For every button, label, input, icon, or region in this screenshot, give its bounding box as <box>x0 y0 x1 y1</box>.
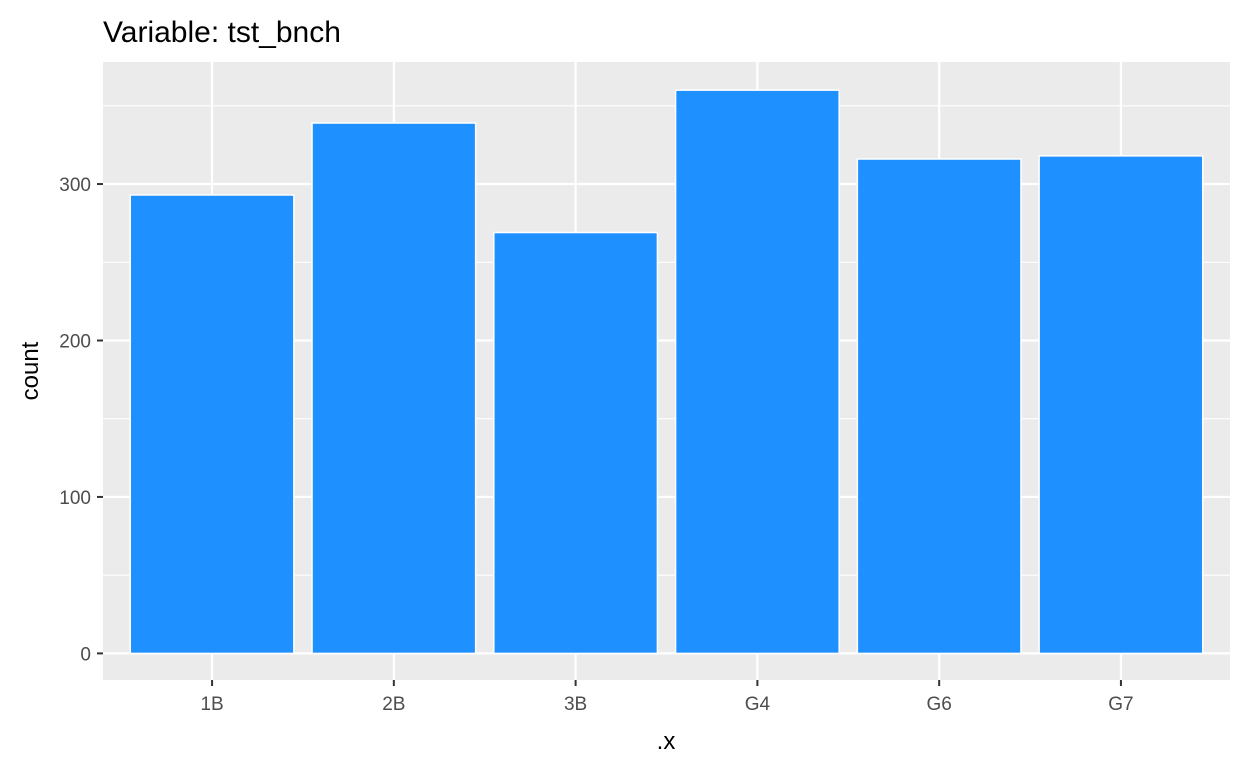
bar-G7 <box>1038 155 1204 655</box>
chart-title: Variable: tst_bnch <box>103 16 341 49</box>
bars <box>129 89 1204 655</box>
x-tick-label: G4 <box>745 694 771 715</box>
x-tick-label: G6 <box>926 694 951 715</box>
bar-3B <box>493 231 659 655</box>
y-axis-title: count <box>17 341 44 400</box>
y-tick-label: 0 <box>80 644 91 665</box>
bar-1B <box>129 194 295 655</box>
y-axis-ticks: 0 100 200 300 <box>59 175 103 665</box>
x-tick-label: G7 <box>1108 694 1133 715</box>
x-tick-label: 1B <box>200 694 223 715</box>
x-tick-label: 2B <box>382 694 405 715</box>
x-axis-title: .x <box>657 728 676 755</box>
y-tick-label: 100 <box>59 488 91 509</box>
y-tick-label: 300 <box>59 175 91 196</box>
bar-2B <box>311 122 477 655</box>
x-axis-ticks: 1B 2B 3B G4 G6 G7 <box>200 680 1134 715</box>
bar-G6 <box>856 158 1022 655</box>
y-tick-label: 200 <box>59 331 91 352</box>
bar-G4 <box>674 89 840 655</box>
x-tick-label: 3B <box>564 694 587 715</box>
